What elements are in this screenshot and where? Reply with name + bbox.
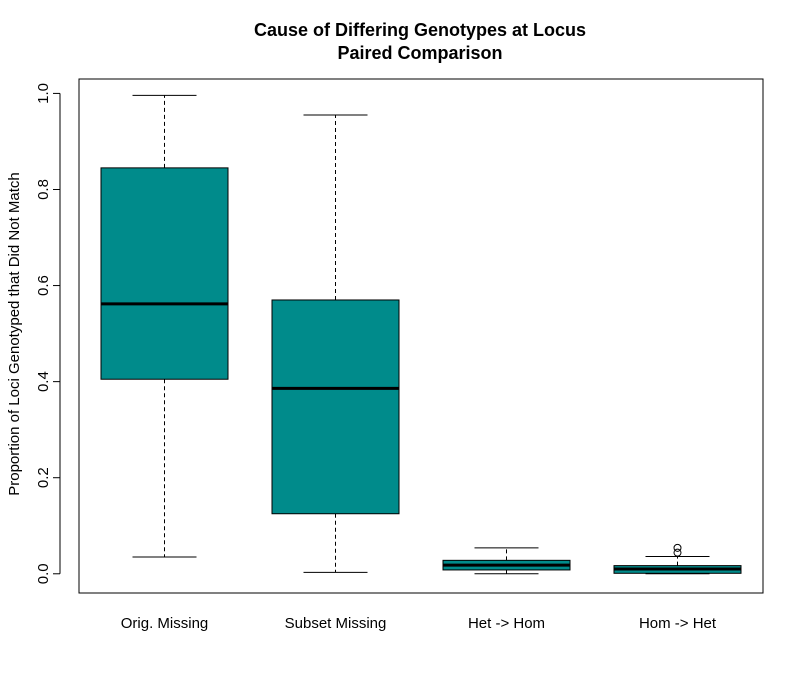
box-iqr bbox=[271, 299, 400, 515]
x-tick-label: Orig. Missing bbox=[121, 615, 209, 632]
box-group bbox=[271, 114, 400, 573]
y-tick-label: 1.0 bbox=[35, 83, 52, 104]
y-tick-label: 0.2 bbox=[35, 467, 52, 488]
box-iqr bbox=[100, 167, 229, 380]
y-tick-label: 0.4 bbox=[35, 371, 52, 392]
y-axis-label: Proportion of Loci Genotyped that Did No… bbox=[6, 172, 23, 496]
x-tick-label: Het -> Hom bbox=[468, 615, 545, 632]
box-group bbox=[442, 547, 571, 575]
x-tick-label: Subset Missing bbox=[285, 615, 387, 632]
x-axis: Orig. Missing Subset Missing Het -> Hom Hom… bbox=[121, 615, 717, 632]
outlier-point bbox=[673, 543, 682, 552]
boxes-layer bbox=[100, 94, 742, 575]
y-tick-label: 0.6 bbox=[35, 275, 52, 296]
box-group bbox=[613, 543, 742, 575]
outlier-point bbox=[673, 548, 682, 557]
y-axis: 0.0 0.2 0.4 0.6 0.8 1.0 bbox=[35, 83, 61, 584]
y-tick-label: 0.8 bbox=[35, 179, 52, 200]
box-group bbox=[100, 94, 229, 558]
chart-title-line2: Paired Comparison bbox=[337, 43, 502, 63]
y-tick-label: 0.0 bbox=[35, 563, 52, 584]
plot-area-frame bbox=[78, 78, 764, 594]
chart-title-line1: Cause of Differing Genotypes at Locus bbox=[254, 20, 586, 40]
x-tick-label: Hom -> Het bbox=[639, 615, 717, 632]
